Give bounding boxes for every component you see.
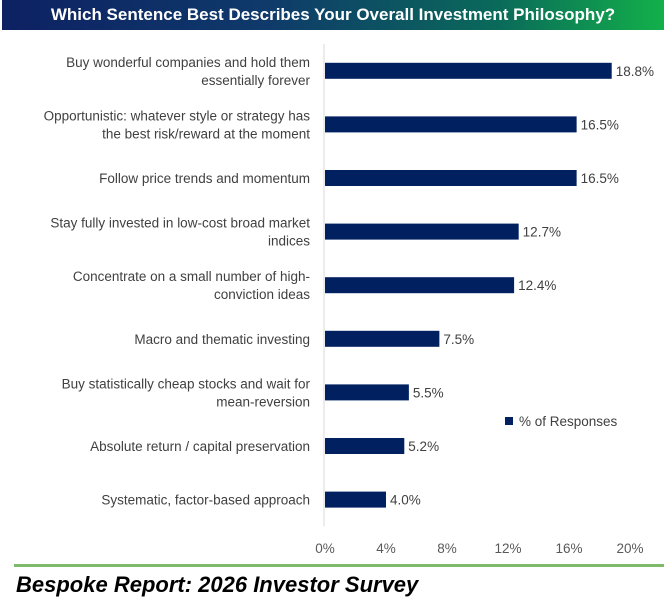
data-label: 7.5% <box>443 332 474 347</box>
x-tick-label: 12% <box>494 541 521 556</box>
data-label: 5.2% <box>408 439 439 454</box>
x-tick-label: 20% <box>616 541 643 556</box>
legend-swatch <box>505 417 513 425</box>
data-label: 16.5% <box>581 171 619 186</box>
category-label-line: Buy wonderful companies and hold them <box>66 55 310 70</box>
category-label: Buy wonderful companies and hold them ess… <box>66 55 310 88</box>
footer-source: Bespoke Report: 2026 Investor Survey <box>16 572 419 597</box>
category-label-line: Macro and thematic investing <box>134 332 310 347</box>
category-label-line: Opportunistic: whatever style or strateg… <box>44 108 311 123</box>
bar <box>325 277 515 294</box>
bar <box>325 330 440 347</box>
data-label: 12.4% <box>518 278 556 293</box>
bar <box>325 491 386 508</box>
bar <box>325 384 409 401</box>
x-tick-label: 0% <box>315 541 335 556</box>
category-label-line: Buy statistically cheap stocks and wait … <box>62 376 311 391</box>
data-label: 4.0% <box>390 493 421 508</box>
divider-line <box>14 564 664 567</box>
bar <box>325 62 612 79</box>
category-label-line: Stay fully invested in low-cost broad ma… <box>50 216 310 231</box>
category-label: Opportunistic: whatever style or strateg… <box>44 108 311 141</box>
category-label-line: mean-reversion <box>216 394 310 409</box>
data-label: 5.5% <box>413 385 444 400</box>
category-label-line: Concentrate on a small number of high- <box>73 269 310 284</box>
data-label: 16.5% <box>581 117 619 132</box>
category-label-line: the best risk/reward at the moment <box>102 126 310 141</box>
category-label-line: indices <box>268 234 310 249</box>
category-label: Macro and thematic investing <box>134 332 310 347</box>
category-label-line: Follow price trends and momentum <box>99 171 310 186</box>
data-label: 12.7% <box>523 225 561 240</box>
x-tick-label: 16% <box>555 541 582 556</box>
x-tick-label: 8% <box>437 541 457 556</box>
bar <box>325 170 577 186</box>
bar-chart: 18.8% Buy wonderful companies and hold th… <box>44 44 654 556</box>
category-label: Follow price trends and momentum <box>99 171 310 186</box>
category-label: Absolute return / capital preservation <box>90 439 310 454</box>
category-label-line: conviction ideas <box>214 287 310 302</box>
category-label: Buy statistically cheap stocks and wait … <box>62 376 311 409</box>
category-label-line: Systematic, factor-based approach <box>101 493 310 508</box>
category-label: Stay fully invested in low-cost broad ma… <box>50 216 310 249</box>
bar <box>325 438 405 454</box>
legend-label: % of Responses <box>519 414 618 429</box>
data-label: 18.8% <box>616 64 654 79</box>
x-tick-label: 4% <box>376 541 396 556</box>
category-label-line: Absolute return / capital preservation <box>90 439 310 454</box>
chart-title: Which Sentence Best Describes Your Overa… <box>2 0 664 30</box>
category-label-line: essentially forever <box>201 73 310 88</box>
category-label: Concentrate on a small number of high-co… <box>73 269 310 302</box>
category-label: Systematic, factor-based approach <box>101 493 310 508</box>
bar <box>325 223 519 240</box>
bar <box>325 116 577 133</box>
